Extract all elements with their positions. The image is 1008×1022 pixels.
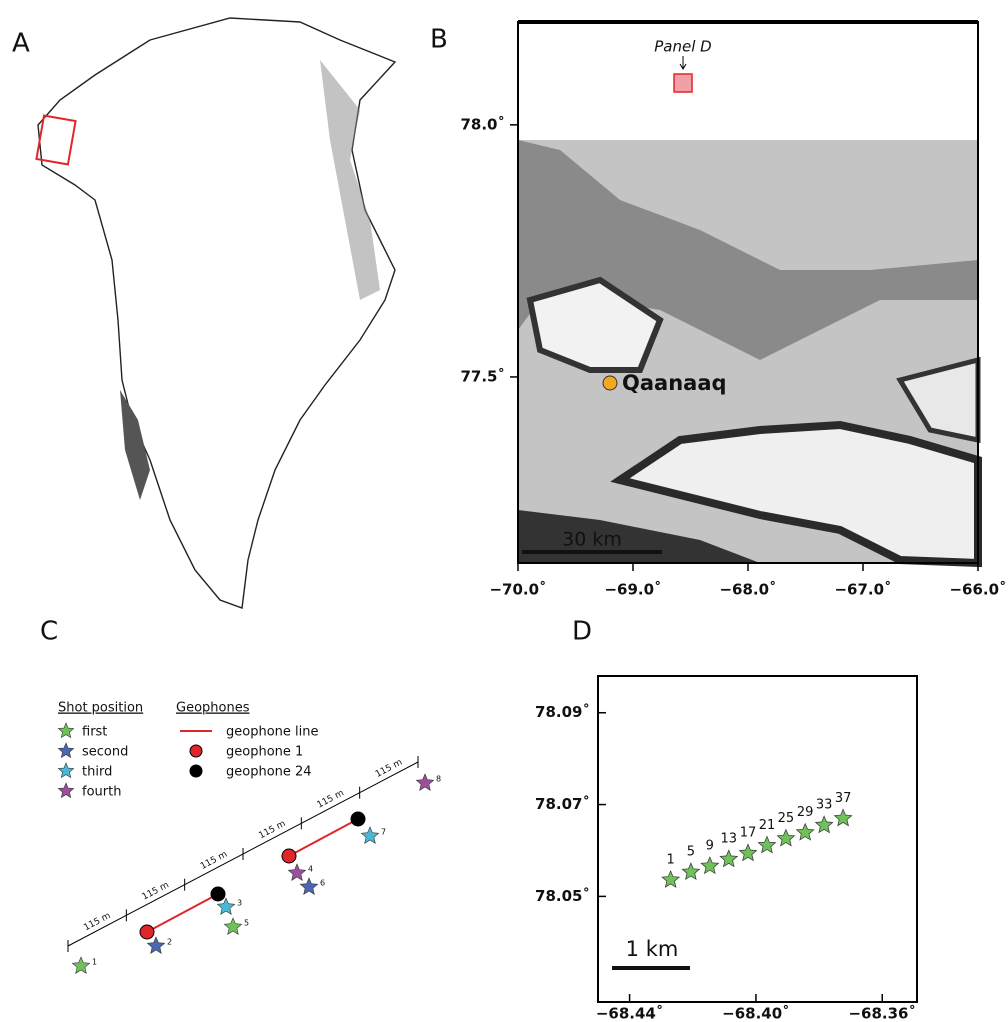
shot-star xyxy=(288,864,305,880)
legend-label: fourth xyxy=(82,785,121,800)
shot-star xyxy=(147,937,164,953)
panel-label: D xyxy=(572,617,592,647)
y-tick-label: 78.0˚ xyxy=(460,115,505,133)
station-label: 21 xyxy=(759,818,776,833)
inset-box xyxy=(674,74,692,92)
legend-label: first xyxy=(82,725,107,740)
shot-star xyxy=(361,827,378,843)
panel-label: A xyxy=(12,29,30,59)
station-label: 17 xyxy=(740,826,757,841)
station-label: 1 xyxy=(667,852,675,867)
legend-star xyxy=(58,783,73,798)
scale-label: 1 km xyxy=(626,937,679,961)
station-label: 13 xyxy=(720,832,737,847)
spacing-label: 115 m xyxy=(82,911,112,933)
spacing-label: 115 m xyxy=(141,880,171,902)
x-tick-label: −68.0˚ xyxy=(719,581,776,599)
panel-label: C xyxy=(40,617,58,647)
shot-number: 3 xyxy=(237,899,242,908)
shot-star xyxy=(416,774,433,790)
map-b xyxy=(518,22,978,563)
spacing-label: 115 m xyxy=(199,850,229,872)
legend-dot xyxy=(190,745,202,757)
station-label: 29 xyxy=(797,805,814,820)
legend-label: geophone 1 xyxy=(226,745,303,760)
x-tick-label: −68.36˚ xyxy=(848,1005,916,1022)
place-label: Qaanaaq xyxy=(622,371,727,395)
geophone-24 xyxy=(211,887,225,901)
shot-star xyxy=(300,878,317,894)
shot-number: 1 xyxy=(92,958,97,967)
shot-number: 6 xyxy=(320,879,325,888)
shot-number: 8 xyxy=(436,775,441,784)
shot-star xyxy=(224,918,241,934)
legend-star xyxy=(58,763,73,778)
x-tick-label: −66.0˚ xyxy=(949,581,1006,599)
legend-label: geophone line xyxy=(226,725,318,740)
legend-star xyxy=(58,743,73,758)
y-tick-label: 78.09˚ xyxy=(535,703,590,721)
station-label: 37 xyxy=(835,791,852,806)
annotation: Panel D xyxy=(654,38,711,56)
legend-label: geophone 24 xyxy=(226,765,312,780)
spacing-label: 115 m xyxy=(316,788,346,810)
legend-star xyxy=(58,723,73,738)
x-tick-label: −68.40˚ xyxy=(722,1005,790,1022)
panel-c: first second third fourth geophone line geoph… xyxy=(58,723,441,973)
legend-title: Geophones xyxy=(176,701,250,716)
shot-number: 7 xyxy=(381,828,386,837)
spacing-label: 115 m xyxy=(374,758,404,780)
x-tick-label: −67.0˚ xyxy=(834,581,891,599)
shot-star xyxy=(72,957,89,973)
station-label: 33 xyxy=(816,798,833,813)
place-marker xyxy=(603,376,617,390)
shot-number: 5 xyxy=(244,919,249,928)
y-tick-label: 78.07˚ xyxy=(535,795,590,813)
shot-number: 2 xyxy=(167,938,172,947)
x-tick-label: −70.0˚ xyxy=(489,581,546,599)
geophone-1 xyxy=(282,849,296,863)
x-tick-label: −69.0˚ xyxy=(604,581,661,599)
geophone-24 xyxy=(351,812,365,826)
legend-title: Shot position xyxy=(58,701,143,716)
x-tick-label: −68.44˚ xyxy=(596,1005,664,1022)
legend-label: second xyxy=(82,745,128,760)
legend-dot xyxy=(190,765,202,777)
scale-label: 30 km xyxy=(562,529,622,551)
figure: A B Panel D Qaanaaq 30 km C Shot positio… xyxy=(0,0,1008,1022)
station-label: 5 xyxy=(687,845,695,860)
shot-number: 4 xyxy=(308,865,313,874)
spacing-label: 115 m xyxy=(257,819,287,841)
panel-label: B xyxy=(430,25,448,55)
station-label: 9 xyxy=(706,839,714,854)
y-tick-label: 77.5˚ xyxy=(460,367,505,385)
geophone-line xyxy=(147,894,218,932)
geophone-1 xyxy=(140,925,154,939)
station-label: 25 xyxy=(778,811,795,826)
legend-label: third xyxy=(82,765,112,780)
y-tick-label: 78.05˚ xyxy=(535,887,590,905)
